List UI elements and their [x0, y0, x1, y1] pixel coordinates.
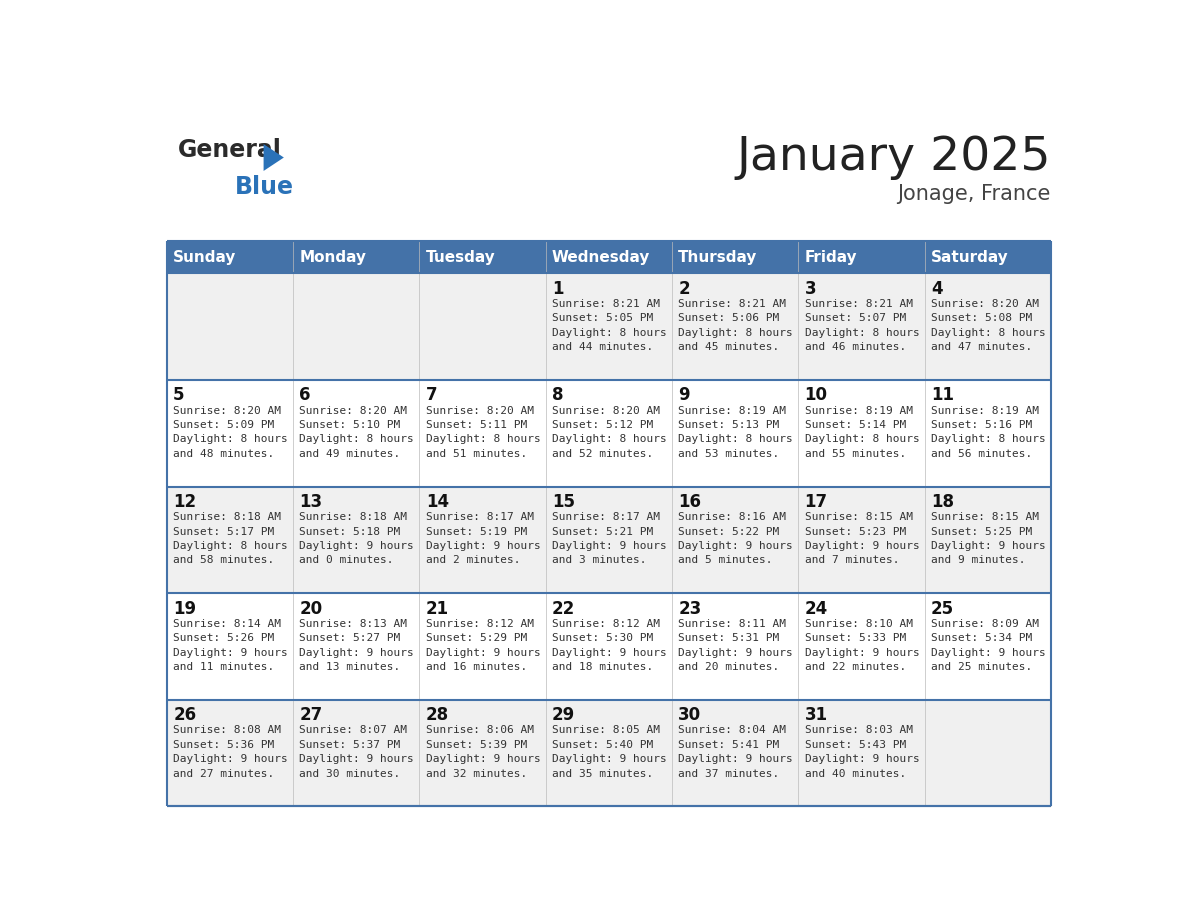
Text: Sunrise: 8:20 AM
Sunset: 5:12 PM
Daylight: 8 hours
and 52 minutes.: Sunrise: 8:20 AM Sunset: 5:12 PM Dayligh…	[552, 406, 666, 459]
Text: Sunrise: 8:16 AM
Sunset: 5:22 PM
Daylight: 9 hours
and 5 minutes.: Sunrise: 8:16 AM Sunset: 5:22 PM Dayligh…	[678, 512, 794, 565]
Text: Sunrise: 8:18 AM
Sunset: 5:18 PM
Daylight: 9 hours
and 0 minutes.: Sunrise: 8:18 AM Sunset: 5:18 PM Dayligh…	[299, 512, 415, 565]
Bar	[672, 241, 798, 274]
Text: General: General	[178, 139, 282, 162]
Text: 20: 20	[299, 599, 323, 618]
Text: Jonage, France: Jonage, France	[897, 185, 1051, 205]
Text: 6: 6	[299, 386, 311, 405]
Text: 7: 7	[425, 386, 437, 405]
Text: Sunrise: 8:08 AM
Sunset: 5:36 PM
Daylight: 9 hours
and 27 minutes.: Sunrise: 8:08 AM Sunset: 5:36 PM Dayligh…	[173, 725, 287, 778]
Text: Sunrise: 8:18 AM
Sunset: 5:17 PM
Daylight: 8 hours
and 58 minutes.: Sunrise: 8:18 AM Sunset: 5:17 PM Dayligh…	[173, 512, 287, 565]
Bar	[166, 274, 1051, 380]
Text: Saturday: Saturday	[931, 250, 1009, 264]
Text: Tuesday: Tuesday	[425, 250, 495, 264]
Text: 1: 1	[552, 280, 563, 297]
Text: Sunrise: 8:13 AM
Sunset: 5:27 PM
Daylight: 9 hours
and 13 minutes.: Sunrise: 8:13 AM Sunset: 5:27 PM Dayligh…	[299, 619, 415, 672]
Bar	[545, 241, 672, 274]
Text: Monday: Monday	[299, 250, 366, 264]
Text: Sunrise: 8:20 AM
Sunset: 5:08 PM
Daylight: 8 hours
and 47 minutes.: Sunrise: 8:20 AM Sunset: 5:08 PM Dayligh…	[931, 299, 1045, 353]
Text: 19: 19	[173, 599, 196, 618]
Bar	[798, 241, 924, 274]
Bar	[166, 241, 293, 274]
Text: Wednesday: Wednesday	[552, 250, 650, 264]
Text: 2: 2	[678, 280, 690, 297]
Text: Sunrise: 8:19 AM
Sunset: 5:16 PM
Daylight: 8 hours
and 56 minutes.: Sunrise: 8:19 AM Sunset: 5:16 PM Dayligh…	[931, 406, 1045, 459]
Text: Sunrise: 8:21 AM
Sunset: 5:07 PM
Daylight: 8 hours
and 46 minutes.: Sunrise: 8:21 AM Sunset: 5:07 PM Dayligh…	[804, 299, 920, 353]
Text: Sunrise: 8:03 AM
Sunset: 5:43 PM
Daylight: 9 hours
and 40 minutes.: Sunrise: 8:03 AM Sunset: 5:43 PM Dayligh…	[804, 725, 920, 778]
Bar	[166, 380, 1051, 487]
Text: 13: 13	[299, 493, 323, 511]
Text: Friday: Friday	[804, 250, 858, 264]
Text: Sunday: Sunday	[173, 250, 236, 264]
Text: Sunrise: 8:17 AM
Sunset: 5:21 PM
Daylight: 9 hours
and 3 minutes.: Sunrise: 8:17 AM Sunset: 5:21 PM Dayligh…	[552, 512, 666, 565]
Bar	[293, 241, 419, 274]
Bar	[924, 241, 1051, 274]
Text: 11: 11	[931, 386, 954, 405]
Text: 12: 12	[173, 493, 196, 511]
Text: Sunrise: 8:07 AM
Sunset: 5:37 PM
Daylight: 9 hours
and 30 minutes.: Sunrise: 8:07 AM Sunset: 5:37 PM Dayligh…	[299, 725, 415, 778]
Text: Sunrise: 8:20 AM
Sunset: 5:09 PM
Daylight: 8 hours
and 48 minutes.: Sunrise: 8:20 AM Sunset: 5:09 PM Dayligh…	[173, 406, 287, 459]
Text: Sunrise: 8:20 AM
Sunset: 5:11 PM
Daylight: 8 hours
and 51 minutes.: Sunrise: 8:20 AM Sunset: 5:11 PM Dayligh…	[425, 406, 541, 459]
Text: Sunrise: 8:11 AM
Sunset: 5:31 PM
Daylight: 9 hours
and 20 minutes.: Sunrise: 8:11 AM Sunset: 5:31 PM Dayligh…	[678, 619, 794, 672]
Text: 30: 30	[678, 706, 701, 724]
Bar	[166, 700, 1051, 806]
Text: Sunrise: 8:15 AM
Sunset: 5:25 PM
Daylight: 9 hours
and 9 minutes.: Sunrise: 8:15 AM Sunset: 5:25 PM Dayligh…	[931, 512, 1045, 565]
Text: 3: 3	[804, 280, 816, 297]
Text: 10: 10	[804, 386, 828, 405]
Text: 26: 26	[173, 706, 196, 724]
Text: 4: 4	[931, 280, 942, 297]
Text: Sunrise: 8:04 AM
Sunset: 5:41 PM
Daylight: 9 hours
and 37 minutes.: Sunrise: 8:04 AM Sunset: 5:41 PM Dayligh…	[678, 725, 794, 778]
Text: 18: 18	[931, 493, 954, 511]
Text: Sunrise: 8:06 AM
Sunset: 5:39 PM
Daylight: 9 hours
and 32 minutes.: Sunrise: 8:06 AM Sunset: 5:39 PM Dayligh…	[425, 725, 541, 778]
Bar	[166, 487, 1051, 593]
Text: 29: 29	[552, 706, 575, 724]
Text: Sunrise: 8:12 AM
Sunset: 5:29 PM
Daylight: 9 hours
and 16 minutes.: Sunrise: 8:12 AM Sunset: 5:29 PM Dayligh…	[425, 619, 541, 672]
Text: Sunrise: 8:09 AM
Sunset: 5:34 PM
Daylight: 9 hours
and 25 minutes.: Sunrise: 8:09 AM Sunset: 5:34 PM Dayligh…	[931, 619, 1045, 672]
Polygon shape	[264, 144, 284, 171]
Text: Sunrise: 8:21 AM
Sunset: 5:05 PM
Daylight: 8 hours
and 44 minutes.: Sunrise: 8:21 AM Sunset: 5:05 PM Dayligh…	[552, 299, 666, 353]
Text: 17: 17	[804, 493, 828, 511]
Text: 27: 27	[299, 706, 323, 724]
Text: 28: 28	[425, 706, 449, 724]
Text: 24: 24	[804, 599, 828, 618]
Text: Sunrise: 8:20 AM
Sunset: 5:10 PM
Daylight: 8 hours
and 49 minutes.: Sunrise: 8:20 AM Sunset: 5:10 PM Dayligh…	[299, 406, 415, 459]
Text: Blue: Blue	[235, 175, 295, 199]
Text: Sunrise: 8:15 AM
Sunset: 5:23 PM
Daylight: 9 hours
and 7 minutes.: Sunrise: 8:15 AM Sunset: 5:23 PM Dayligh…	[804, 512, 920, 565]
Text: 15: 15	[552, 493, 575, 511]
Text: 22: 22	[552, 599, 575, 618]
Text: 5: 5	[173, 386, 184, 405]
Text: 21: 21	[425, 599, 449, 618]
Text: Sunrise: 8:21 AM
Sunset: 5:06 PM
Daylight: 8 hours
and 45 minutes.: Sunrise: 8:21 AM Sunset: 5:06 PM Dayligh…	[678, 299, 794, 353]
Text: 31: 31	[804, 706, 828, 724]
Bar	[166, 593, 1051, 700]
Text: 9: 9	[678, 386, 690, 405]
Text: Sunrise: 8:10 AM
Sunset: 5:33 PM
Daylight: 9 hours
and 22 minutes.: Sunrise: 8:10 AM Sunset: 5:33 PM Dayligh…	[804, 619, 920, 672]
Text: 25: 25	[931, 599, 954, 618]
Text: Sunrise: 8:19 AM
Sunset: 5:13 PM
Daylight: 8 hours
and 53 minutes.: Sunrise: 8:19 AM Sunset: 5:13 PM Dayligh…	[678, 406, 794, 459]
Text: 16: 16	[678, 493, 701, 511]
Text: 8: 8	[552, 386, 563, 405]
Text: Sunrise: 8:17 AM
Sunset: 5:19 PM
Daylight: 9 hours
and 2 minutes.: Sunrise: 8:17 AM Sunset: 5:19 PM Dayligh…	[425, 512, 541, 565]
Text: Thursday: Thursday	[678, 250, 758, 264]
Text: January 2025: January 2025	[737, 135, 1051, 180]
Text: 23: 23	[678, 599, 702, 618]
Text: Sunrise: 8:12 AM
Sunset: 5:30 PM
Daylight: 9 hours
and 18 minutes.: Sunrise: 8:12 AM Sunset: 5:30 PM Dayligh…	[552, 619, 666, 672]
Text: Sunrise: 8:14 AM
Sunset: 5:26 PM
Daylight: 9 hours
and 11 minutes.: Sunrise: 8:14 AM Sunset: 5:26 PM Dayligh…	[173, 619, 287, 672]
Text: Sunrise: 8:19 AM
Sunset: 5:14 PM
Daylight: 8 hours
and 55 minutes.: Sunrise: 8:19 AM Sunset: 5:14 PM Dayligh…	[804, 406, 920, 459]
Text: 14: 14	[425, 493, 449, 511]
Bar	[419, 241, 545, 274]
Text: Sunrise: 8:05 AM
Sunset: 5:40 PM
Daylight: 9 hours
and 35 minutes.: Sunrise: 8:05 AM Sunset: 5:40 PM Dayligh…	[552, 725, 666, 778]
